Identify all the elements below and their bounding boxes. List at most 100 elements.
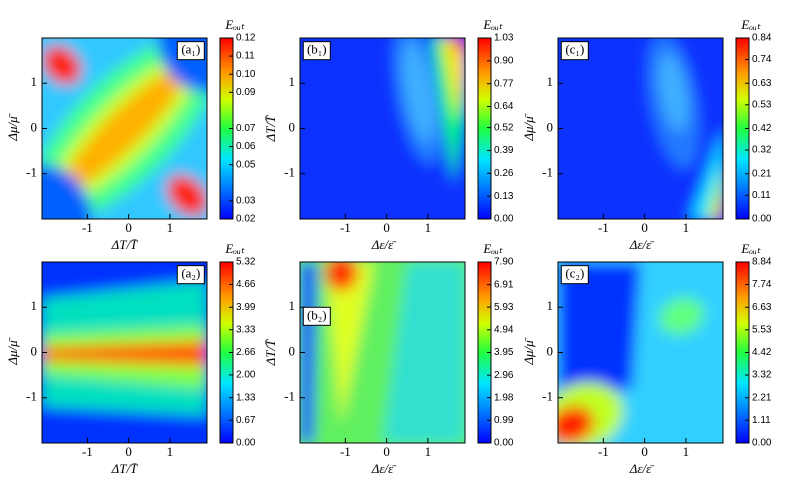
- heatmap-field: [42, 38, 207, 219]
- colorbar-tick-label: 0.12: [236, 33, 256, 44]
- x-axis-label: Δε/ε̄: [371, 461, 397, 476]
- x-axis-label: Δε/ε̄: [629, 461, 655, 476]
- colorbar-tick-label: 0.26: [494, 168, 514, 179]
- colorbar-tick-label: 0.67: [236, 415, 256, 426]
- y-tick-label: 1: [31, 74, 38, 89]
- colorbar-tick-label: 0.06: [236, 141, 256, 152]
- colorbar-tick-label: 0.63: [752, 78, 772, 89]
- colorbar-tick-label: 3.99: [236, 302, 256, 313]
- panel: -1 0 1 -1 0 1 ΔT/T̄ Δμ/μ̄ (a₂) 0.00 0.67 1.33 2.00 2.…: [5, 241, 256, 476]
- y-tick-label: 1: [547, 74, 554, 89]
- x-tick-label: -1: [82, 444, 93, 459]
- colorbar-tick-label: 3.33: [236, 324, 256, 335]
- colorbar-tick-label: 0.42: [752, 123, 772, 134]
- colorbar-tick-label: 3.95: [494, 347, 514, 358]
- colorbar-tick-label: 0.00: [494, 438, 514, 449]
- x-axis-label: ΔT/T̄: [111, 461, 138, 476]
- x-tick-label: 0: [641, 444, 648, 459]
- colorbar: 0.00 0.67 1.33 2.00 2.66 3.33 3.99 4.66 5.32: [219, 257, 256, 449]
- panel: -1 0 1-101Δε/ε̄ΔT/T̄(b₁)0.000.130.260.390.…: [263, 17, 514, 252]
- x-tick-label: -1: [340, 444, 351, 459]
- x-tick-label: 0: [125, 444, 132, 459]
- x-tick-label: 1: [683, 220, 690, 235]
- colorbar-tick-label: 2.66: [236, 347, 256, 358]
- colorbar: 0.00 0.11 0.21 0.32 0.42 0.53 0.63 0.74 0.84: [735, 33, 772, 225]
- y-tick-label: 0: [289, 119, 296, 134]
- x-tick-label: 0: [383, 220, 390, 235]
- colorbar: 0.02 0.03 0.05 0.06 0.07 0.09 0.10 0.11 0.12: [219, 33, 256, 225]
- colorbar-tick-label: 1.98: [494, 392, 514, 403]
- x-tick-label: 0: [125, 220, 132, 235]
- colorbar-tick-label: 5.93: [494, 302, 514, 313]
- colorbar-tick-label: 3.32: [752, 370, 772, 381]
- y-tick-label: 1: [289, 74, 296, 89]
- colorbar-label: Eₒᵤₜ: [482, 241, 503, 256]
- colorbar-tick-label: 7.74: [752, 279, 772, 290]
- panel-label-box: [302, 41, 331, 61]
- colorbar-tick-label: 0.07: [236, 123, 256, 134]
- panel-label-box: [302, 306, 331, 326]
- y-axis-label: ΔT/T̄: [263, 339, 278, 366]
- colorbar: 0.00 0.13 0.26 0.39 0.52 0.64 0.77 0.90 1.03: [477, 33, 514, 225]
- panel-label-box: [560, 265, 589, 285]
- panel: -1 0 1 -1 0 1 Δε/ε̄ Δμ/μ̄ (c₂) 0.00 1.11 2.21 3.32 4.…: [521, 241, 772, 476]
- colorbar-tick-label: 0.13: [494, 191, 514, 202]
- x-tick-label: 1: [425, 444, 432, 459]
- y-tick-label: -1: [284, 389, 295, 404]
- x-tick-label: 1: [683, 444, 690, 459]
- colorbar-tick-label: 5.53: [752, 324, 772, 335]
- x-axis-label: Δε/ε̄: [371, 237, 397, 252]
- colorbar-tick-label: 0.84: [752, 33, 772, 44]
- colorbar-tick-label: 0.00: [236, 438, 256, 449]
- y-tick-label: 0: [31, 119, 38, 134]
- y-tick-label: 0: [547, 343, 554, 358]
- y-tick-label: 1: [289, 298, 296, 313]
- x-tick-label: -1: [598, 444, 609, 459]
- panel-label: (a₁): [181, 42, 200, 57]
- colorbar-tick-label: 1.03: [494, 33, 514, 44]
- colorbar-tick-label: 0.11: [236, 51, 255, 62]
- colorbar-tick-label: 4.94: [494, 324, 514, 335]
- colorbar: 0.00 1.11 2.21 3.32 4.42 5.53 6.63 7.74 8.84: [735, 257, 772, 449]
- colorbar-tick-label: 0.00: [494, 214, 514, 225]
- colorbar-tick-label: 0.77: [494, 78, 514, 89]
- colorbar-label: Eₒᵤₜ: [224, 241, 245, 256]
- y-tick-label: 0: [289, 343, 296, 358]
- panel: -1 0 1 -1 0 1 Δε/ε̄ ΔT/T̄ (b₂) 0.00 0.99 1.98 2.96 3.…: [263, 241, 514, 476]
- colorbar-tick-label: 0.00: [752, 214, 772, 225]
- colorbar-tick-label: 6.63: [752, 302, 772, 313]
- panel-label: (b₂): [307, 307, 327, 322]
- colorbar-tick-label: 4.42: [752, 347, 772, 358]
- y-axis-label: Δμ/μ̄: [5, 112, 20, 141]
- x-tick-label: 1: [425, 220, 432, 235]
- panel-label-box: [176, 265, 205, 285]
- heatmap-field: [558, 38, 723, 219]
- colorbar-tick-label: 7.90: [494, 257, 514, 268]
- x-tick-label: -1: [82, 220, 93, 235]
- x-tick-label: 1: [167, 220, 174, 235]
- colorbar-tick-label: 0.32: [752, 145, 772, 156]
- heatmap-field: [300, 262, 465, 443]
- y-tick-label: 1: [547, 298, 554, 313]
- colorbar-tick-label: 0.99: [494, 415, 514, 426]
- y-axis-label: Δμ/μ̄: [5, 336, 20, 365]
- y-tick-label: -1: [26, 389, 37, 404]
- colorbar-tick-label: 0.03: [236, 196, 256, 207]
- colorbar-tick-label: 0.53: [752, 99, 772, 110]
- x-tick-label: -1: [598, 220, 609, 235]
- colorbar: 0.00 0.99 1.98 2.96 3.95 4.94 5.93 6.91 7.90: [477, 257, 514, 449]
- y-axis-label: Δμ/μ̄: [521, 336, 536, 365]
- x-axis-label: Δε/ε̄: [629, 237, 655, 252]
- panel-label: (c₁): [565, 42, 584, 57]
- y-tick-label: 1: [31, 298, 38, 313]
- colorbar-tick-label: 0.02: [236, 214, 256, 225]
- panel-label: (c₂): [565, 266, 584, 281]
- heatmap-field: [42, 262, 207, 443]
- heatmap-field: [300, 38, 465, 219]
- colorbar-tick-label: 0.52: [494, 122, 514, 133]
- panel-label-box: [560, 41, 589, 61]
- y-tick-label: -1: [542, 165, 553, 180]
- x-tick-label: 1: [167, 444, 174, 459]
- colorbar-tick-label: 0.64: [494, 101, 514, 112]
